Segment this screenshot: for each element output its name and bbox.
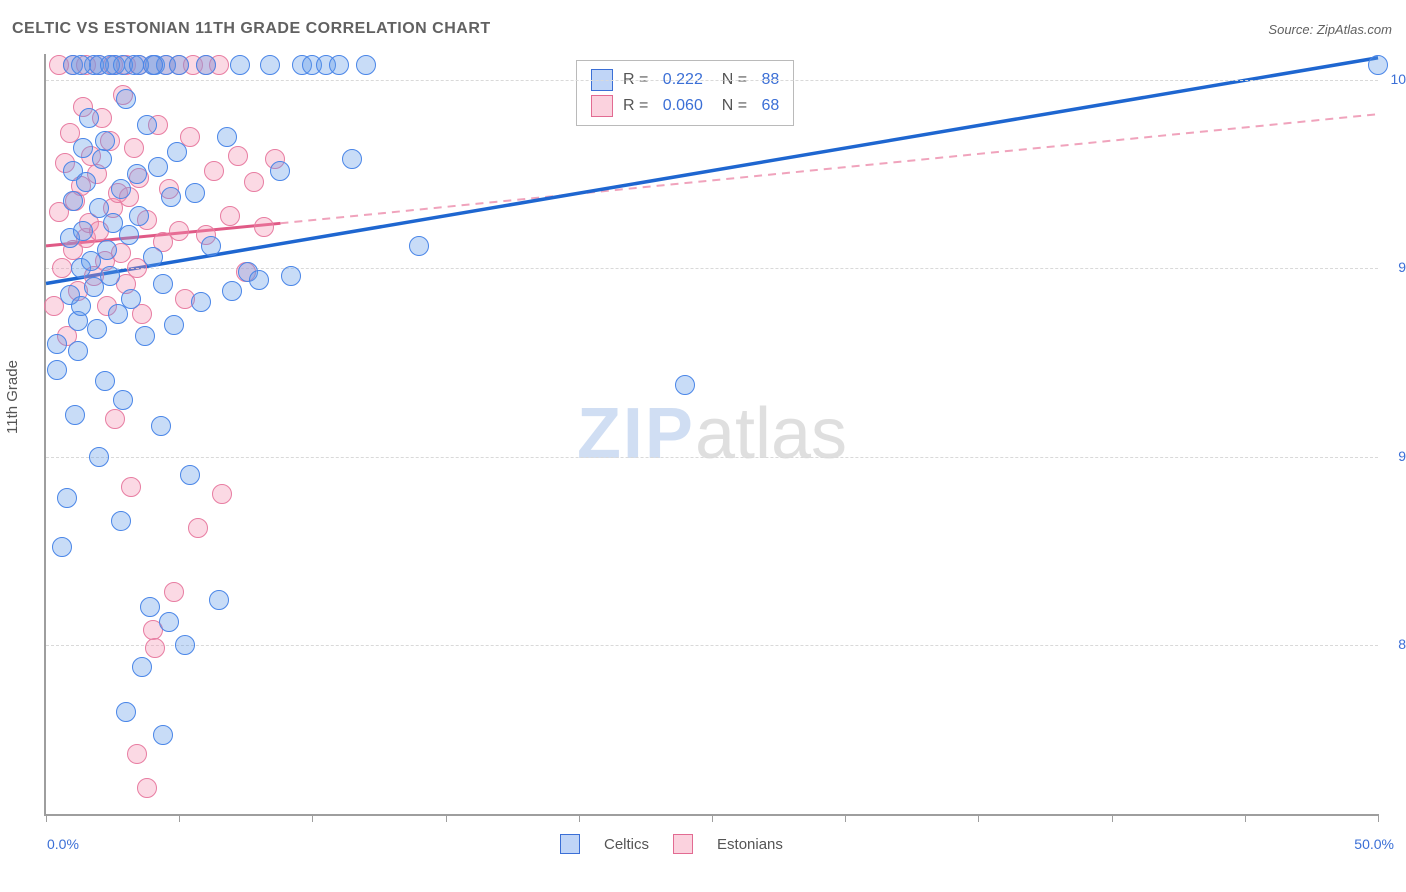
data-point [143,247,163,267]
data-point [129,206,149,226]
data-point [87,319,107,339]
x-tick-0: 0.0% [47,836,79,852]
data-point [244,172,264,192]
data-point [159,612,179,632]
legend-label-celtics: Celtics [604,836,649,853]
data-point [73,221,93,241]
legend-swatch-celtics [560,834,580,854]
data-point [164,582,184,602]
data-point [71,296,91,316]
data-point [47,360,67,380]
chart-title: CELTIC VS ESTONIAN 11TH GRADE CORRELATIO… [12,20,491,38]
data-point [188,518,208,538]
data-point [201,236,221,256]
data-point [100,266,120,286]
data-point [73,138,93,158]
data-point [116,702,136,722]
y-axis-label: 11th Grade [4,360,21,434]
data-point [92,149,112,169]
data-point [89,447,109,467]
y-tick-label: 100.0% [1388,71,1406,87]
data-point [209,590,229,610]
data-point [169,221,189,241]
data-point [153,274,173,294]
data-point [124,138,144,158]
data-point [95,131,115,151]
data-point [121,289,141,309]
data-point [230,55,250,75]
data-point [196,55,216,75]
data-point [342,149,362,169]
data-point [148,157,168,177]
legend-swatch-estonians [673,834,693,854]
data-point [675,375,695,395]
legend-label-estonians: Estonians [717,836,783,853]
data-point [121,477,141,497]
data-point [281,266,301,286]
data-point [135,326,155,346]
data-point [228,146,248,166]
data-point [76,172,96,192]
data-point [143,55,163,75]
data-point [145,638,165,658]
data-point [169,55,189,75]
data-point [329,55,349,75]
data-point [164,315,184,335]
data-point [175,635,195,655]
data-point [65,405,85,425]
data-point [116,89,136,109]
data-point [191,292,211,312]
data-point [260,55,280,75]
y-tick-label: 95.0% [1388,259,1406,275]
data-point [127,744,147,764]
data-point [254,217,274,237]
data-point [57,488,77,508]
trend-lines-layer [46,54,1378,814]
data-point [220,206,240,226]
data-point [97,240,117,260]
data-point [111,179,131,199]
x-tick-1: 50.0% [1354,836,1394,852]
data-point [47,334,67,354]
data-point [71,55,91,75]
data-point [1368,55,1388,75]
source-credit: Source: ZipAtlas.com [1268,22,1392,37]
data-point [140,597,160,617]
data-point [212,484,232,504]
y-tick-label: 90.0% [1388,448,1406,464]
data-point [151,416,171,436]
data-point [409,236,429,256]
data-point [217,127,237,147]
data-point [249,270,269,290]
data-point [137,778,157,798]
data-point [153,725,173,745]
data-point [113,390,133,410]
data-point [270,161,290,181]
data-point [68,341,88,361]
data-point [52,537,72,557]
data-point [79,108,99,128]
scatter-plot-area: R = 0.222 N = 88 R = 0.060 N = 68 ZIPatl… [44,54,1378,816]
data-point [52,258,72,278]
data-point [127,164,147,184]
data-point [161,187,181,207]
data-point [167,142,187,162]
data-point [180,465,200,485]
data-point [137,115,157,135]
data-point [356,55,376,75]
data-point [63,191,83,211]
data-point [132,657,152,677]
series-legend: Celtics Estonians [560,834,783,854]
data-point [105,409,125,429]
data-point [185,183,205,203]
y-tick-label: 85.0% [1388,636,1406,652]
data-point [111,511,131,531]
data-point [222,281,242,301]
data-point [119,225,139,245]
data-point [95,371,115,391]
data-point [204,161,224,181]
